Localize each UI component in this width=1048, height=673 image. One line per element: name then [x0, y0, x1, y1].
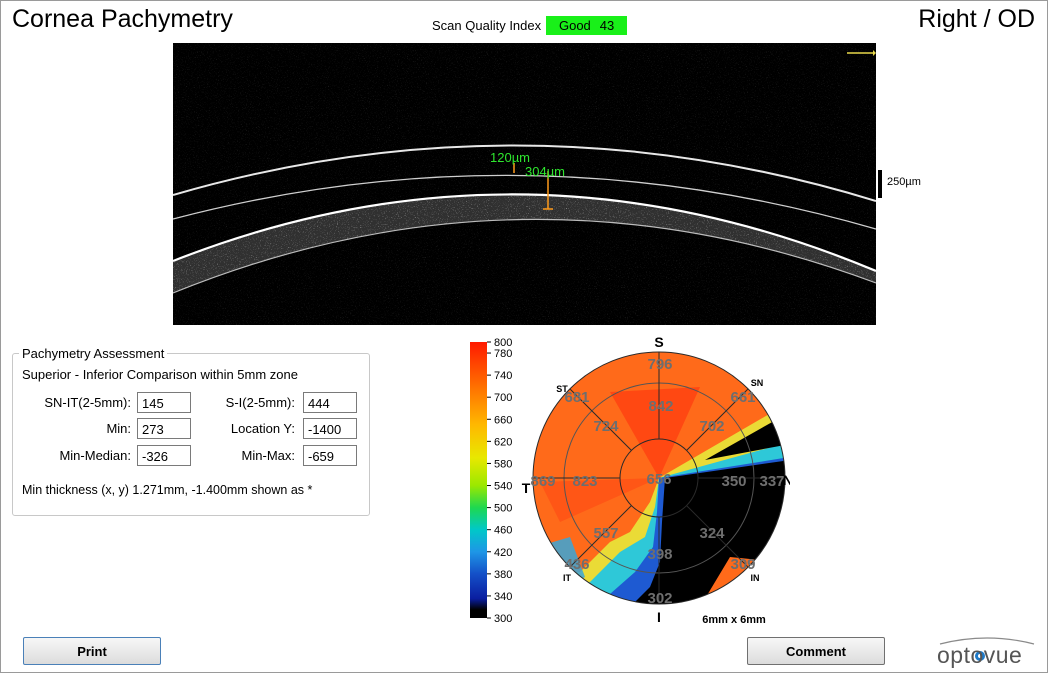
map-value-outer-t: 869: [530, 473, 555, 490]
map-value-outer-s: 796: [647, 356, 672, 373]
direction-inferior: I: [657, 609, 661, 625]
color-scale-tick-label: 540: [494, 481, 512, 493]
location-y-label: Location Y:: [230, 421, 295, 436]
s-i-field: 444: [303, 392, 357, 413]
map-value-center: 656: [646, 471, 671, 488]
pachymetry-map: 800 780 740 700 660 620 580 540 500 460 420 380 340 3…: [460, 332, 793, 630]
map-value-outer-sn: 661: [730, 389, 755, 406]
color-scale-tick-label: 780: [494, 348, 512, 360]
min-median-label: Min-Median:: [59, 448, 131, 463]
color-scale-tick-label: 740: [494, 370, 512, 382]
color-scale-tick-label: 460: [494, 525, 512, 537]
map-value-outer-it: 436: [564, 556, 589, 573]
map-value-outer-n: 337: [759, 473, 784, 490]
direction-inferonasal: IN: [751, 573, 760, 583]
map-value-inner-s: 842: [648, 398, 673, 415]
min-median-field: -326: [137, 445, 191, 466]
map-value-outer-st: 681: [564, 389, 589, 406]
color-scale-tick-label: 660: [494, 414, 512, 426]
scale-bar: [878, 170, 882, 198]
map-value-inner-in: 324: [699, 525, 725, 542]
sn-it-label: SN-IT(2-5mm):: [44, 395, 131, 410]
s-i-label: S-I(2-5mm):: [225, 395, 295, 410]
map-value-inner-st: 724: [593, 418, 619, 435]
comment-button[interactable]: Comment: [747, 637, 885, 665]
color-scale-tick-label: 700: [494, 392, 512, 404]
sqi-label: Scan Quality Index: [432, 18, 542, 33]
pachymetry-assessment-panel: Pachymetry Assessment Superior - Inferio…: [12, 346, 370, 516]
map-value-outer-in: 309: [730, 556, 755, 573]
thickness-measure-label: 304µm: [525, 164, 565, 179]
epithelium-measure-label: 120µm: [490, 150, 530, 165]
print-button[interactable]: Print: [23, 637, 161, 665]
color-scale-tick-label: 380: [494, 569, 512, 581]
color-scale-tick-label: 580: [494, 458, 512, 470]
scan-quality-index: Scan Quality Index Good 43: [432, 16, 628, 35]
scale-bar-label: 250µm: [887, 176, 921, 188]
direction-superotemporal: ST: [556, 384, 568, 394]
sn-it-field: 145: [137, 392, 191, 413]
color-scale-tick-label: 620: [494, 436, 512, 448]
sqi-value: 43: [599, 18, 615, 33]
min-field: 273: [137, 418, 191, 439]
min-thickness-note: Min thickness (x, y) 1.271mm, -1.400mm s…: [22, 483, 313, 497]
oct-scan-image: 120µm 304µm: [173, 43, 876, 325]
assessment-subtitle: Superior - Inferior Comparison within 5m…: [22, 367, 298, 382]
direction-temporal: T: [522, 480, 531, 496]
map-value-outer-i: 302: [647, 590, 672, 607]
eye-label: Right / OD: [918, 5, 1035, 33]
map-value-inner-i: 398: [647, 546, 672, 563]
page-title: Cornea Pachymetry: [12, 5, 233, 33]
location-y-field: -1400: [303, 418, 357, 439]
direction-superonasal: SN: [751, 378, 764, 388]
assessment-legend: Pachymetry Assessment: [19, 346, 168, 361]
color-scale-bar: [470, 342, 487, 618]
map-value-inner-n: 350: [721, 473, 746, 490]
optovue-logo: optovue: [937, 636, 1037, 668]
color-scale-tick-label: 800: [494, 337, 512, 349]
min-label: Min:: [106, 421, 131, 436]
direction-superior: S: [654, 334, 663, 350]
min-max-field: -659: [303, 445, 357, 466]
min-max-label: Min-Max:: [241, 448, 295, 463]
color-scale-tick-label: 340: [494, 591, 512, 603]
direction-nasal: N: [783, 472, 790, 488]
color-scale-tick-label: 420: [494, 547, 512, 559]
map-value-inner-it: 557: [593, 525, 618, 542]
direction-inferotemporal: IT: [563, 573, 572, 583]
map-size-label: 6mm x 6mm: [702, 614, 766, 626]
map-value-inner-t: 823: [572, 473, 597, 490]
sqi-quality: Good: [558, 18, 591, 33]
color-scale-tick-label: 300: [494, 613, 512, 625]
color-scale-tick-label: 500: [494, 503, 512, 515]
logo-text: optovue: [937, 642, 1023, 668]
sqi-badge: Good 43: [546, 16, 628, 35]
map-value-inner-sn: 702: [699, 418, 724, 435]
